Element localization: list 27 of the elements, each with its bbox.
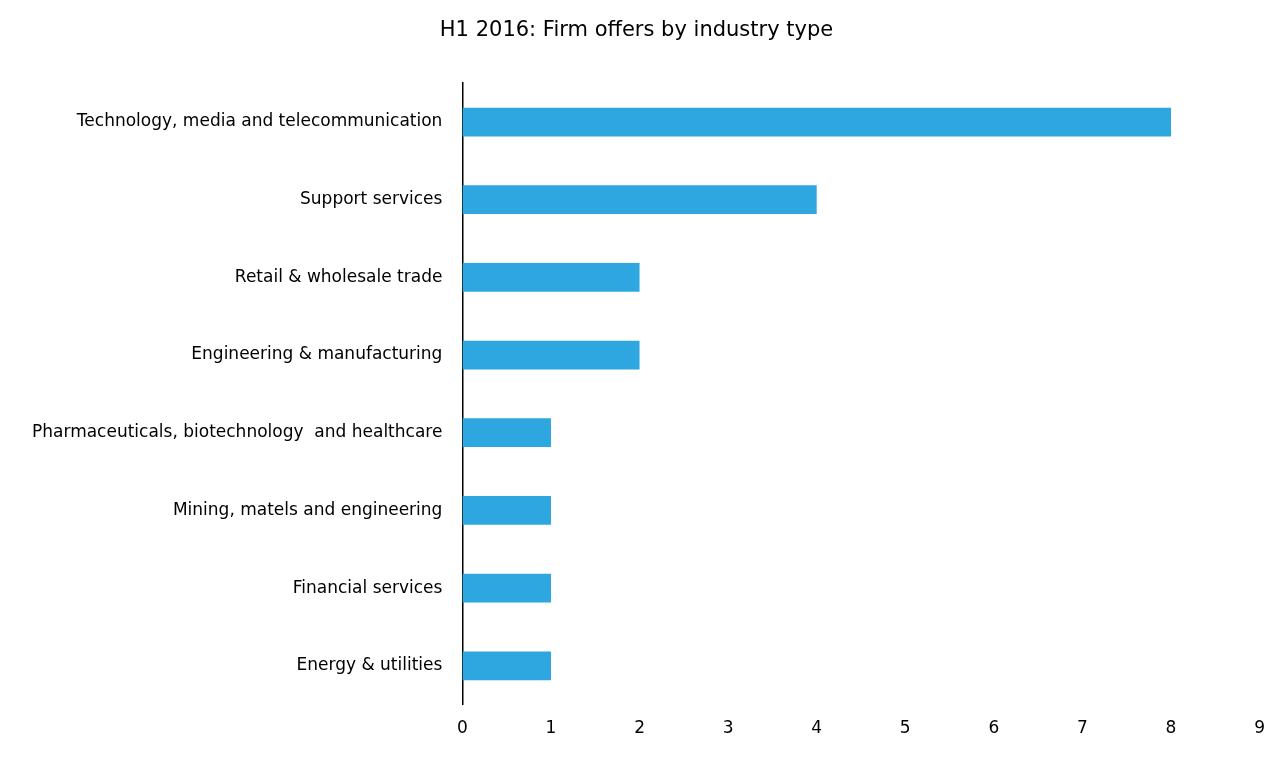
y-tick-label: Pharmaceuticals, biotechnology and healthcare — [32, 421, 443, 442]
y-tick-label: Financial services — [292, 576, 443, 597]
x-tick-label: 5 — [899, 717, 911, 738]
y-tick-label: Mining, matels and engineering — [172, 498, 443, 519]
bar — [462, 107, 1172, 137]
x-tick-label: 1 — [545, 717, 557, 738]
bar — [462, 573, 551, 603]
bar — [462, 340, 640, 370]
x-tick-label: 2 — [634, 717, 645, 738]
bar — [462, 496, 551, 525]
y-tick-label: Energy & utilities — [296, 654, 443, 675]
bar — [462, 651, 551, 681]
x-tick-label: 6 — [988, 717, 1000, 738]
bar — [462, 185, 817, 215]
chart-title: H1 2016: Firm offers by industry type — [439, 17, 834, 42]
x-tick-label: 7 — [1077, 717, 1088, 738]
bar — [462, 263, 640, 292]
bar — [462, 418, 551, 448]
y-tick-label: Retail & wholesale trade — [234, 265, 443, 286]
y-tick-label: Engineering & manufacturing — [191, 343, 443, 364]
x-tick-label: 9 — [1254, 717, 1266, 738]
x-tick-label: 3 — [722, 717, 734, 738]
x-tick-label: 0 — [456, 717, 468, 738]
y-tick-label: Technology, media and telecommunication — [75, 110, 443, 131]
x-tick-label: 8 — [1165, 717, 1177, 738]
y-tick-label: Support services — [300, 188, 443, 209]
x-tick-label: 4 — [811, 717, 823, 738]
